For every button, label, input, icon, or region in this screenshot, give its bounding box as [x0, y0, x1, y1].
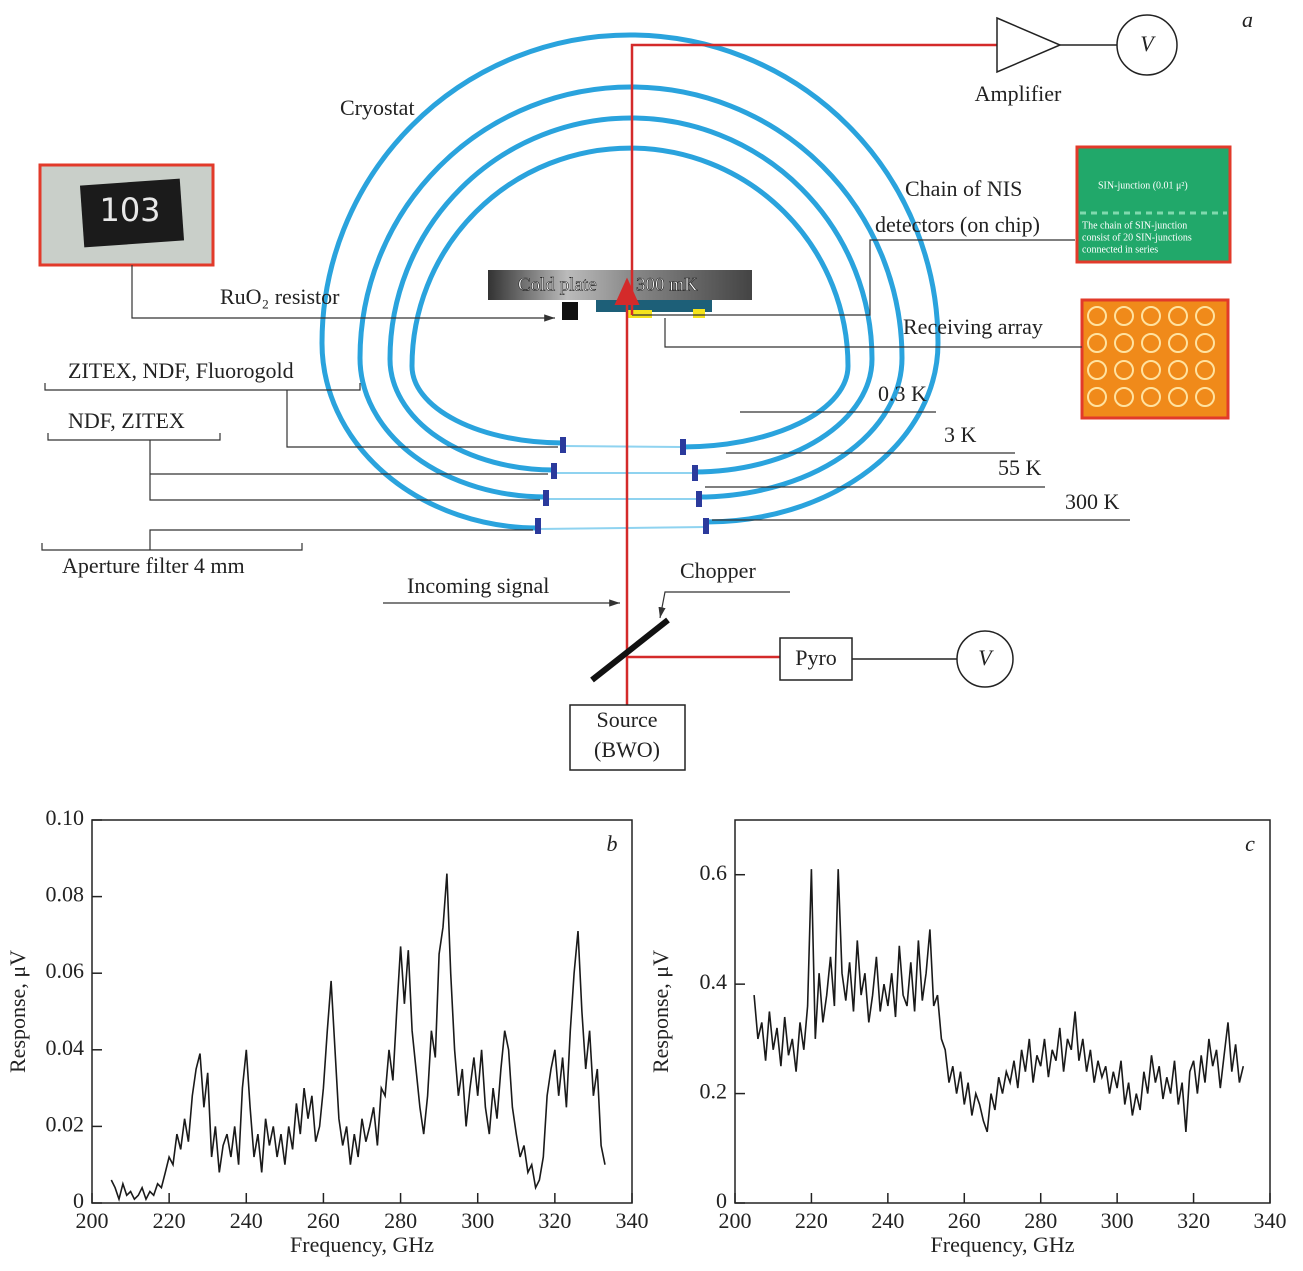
y-tick-label: 0 [716, 1188, 727, 1213]
nis-label: detectors (on chip) [875, 212, 1040, 237]
y-tick-label: 0.06 [46, 958, 85, 983]
leader [131, 265, 555, 322]
ring [387, 115, 875, 475]
ring [319, 32, 941, 531]
x-tick-label: 300 [1101, 1208, 1134, 1233]
chip-note: The chain of SIN-junction [1082, 220, 1187, 231]
plot-frame [734, 819, 1271, 1204]
panel-label: b [607, 831, 618, 856]
filters [535, 437, 709, 534]
array [693, 309, 705, 318]
cold-plate-label: Cold plate [518, 274, 597, 295]
amplifier [996, 16, 1062, 74]
windows [537, 445, 707, 530]
diagram: 0.3 K 3 K 55 K 300 K ZITEX, NDF, Fluorog… [38, 7, 1253, 771]
ring [357, 84, 905, 500]
x-tick-label: 340 [616, 1208, 649, 1233]
resistor-code: 103 [99, 191, 160, 229]
source-label: Source [596, 707, 657, 732]
resistor [562, 302, 578, 320]
x-tick-label: 280 [1024, 1208, 1057, 1233]
x-tick-label: 200 [719, 1208, 752, 1233]
x-tick-label: 300 [461, 1208, 494, 1233]
y-tick-label: 0 [73, 1188, 84, 1213]
voltmeter [1116, 14, 1178, 76]
leader [632, 239, 1075, 316]
chip-title: SIN-junction (0.01 μ²) [1098, 180, 1188, 191]
ring [409, 145, 851, 450]
x-axis-label: Frequency, GHz [931, 1232, 1075, 1257]
leader [658, 591, 790, 619]
filter-label: Aperture filter 4 mm [62, 553, 245, 578]
voltmeter [956, 630, 1014, 688]
voltmeter-label: V [978, 645, 994, 670]
x-tick-label: 320 [1177, 1208, 1210, 1233]
x-tick-label: 340 [1254, 1208, 1287, 1233]
x-tick-label: 260 [307, 1208, 340, 1233]
y-tick-label: 0.02 [46, 1111, 85, 1136]
y-tick-label: 0.4 [700, 969, 728, 994]
y-tick-label: 0.04 [46, 1035, 85, 1060]
y-tick-label: 0.08 [46, 882, 85, 907]
plot-frame [91, 819, 633, 1204]
voltmeter-label: V [1140, 31, 1156, 56]
pyro-label: Pyro [795, 645, 837, 670]
filter-label: ZITEX, NDF, Fluorogold [68, 358, 294, 383]
x-tick-label: 240 [230, 1208, 263, 1233]
cold-temp-label: 300 mK [636, 274, 698, 295]
x-tick-label: 220 [153, 1208, 186, 1233]
readout-line [630, 43, 997, 315]
stage-label: 300 K [1065, 489, 1120, 514]
leader [664, 318, 1082, 348]
y-tick-label: 0.10 [46, 805, 85, 830]
chopper [590, 617, 670, 683]
stage-label: 55 K [998, 455, 1042, 480]
resistor-body [79, 178, 185, 248]
charts: 0 0.02 0.04 0.06 0.08 0.10 200 220 240 260 280 300 3… [5, 805, 1286, 1257]
receiving-label: Receiving array [903, 314, 1043, 339]
y-tick-label: 0.6 [700, 860, 728, 885]
stage-label: 3 K [944, 422, 977, 447]
ruo2-label: RuO₂ resistor [220, 284, 340, 309]
panel-label: c [1245, 831, 1255, 856]
y-axis-label: Response, μV [648, 950, 673, 1073]
source-label: (BWO) [594, 737, 660, 762]
y-tick-label: 0.2 [700, 1079, 728, 1104]
array-pixels [1087, 306, 1215, 407]
x-tick-label: 220 [795, 1208, 828, 1233]
leader [41, 383, 558, 551]
stage-label: 0.3 K [878, 381, 927, 406]
pyro-box [779, 637, 853, 681]
x-tick-label: 280 [384, 1208, 417, 1233]
x-tick-label: 320 [538, 1208, 571, 1233]
y-axis-label: Response, μV [5, 950, 30, 1073]
panel-label: a [1242, 7, 1253, 32]
data-line [753, 869, 1245, 1133]
x-tick-label: 240 [871, 1208, 904, 1233]
x-tick-label: 260 [948, 1208, 981, 1233]
nis-label: Chain of NIS [905, 176, 1022, 201]
array [628, 310, 652, 318]
chip-note: consist of 20 SIN-junctions [1082, 232, 1192, 243]
nis-photo [1075, 145, 1232, 264]
source-box [569, 704, 686, 771]
chopper-label: Chopper [680, 558, 756, 583]
chip-note: connected in series [1082, 244, 1158, 255]
filter-label: NDF, ZITEX [68, 408, 185, 433]
array-photo [1080, 298, 1230, 420]
leader [705, 411, 1130, 521]
incoming-label: Incoming signal [407, 573, 549, 598]
data-line [110, 873, 606, 1203]
cryostat-label: Cryostat [340, 95, 415, 120]
x-axis-label: Frequency, GHz [290, 1232, 434, 1257]
amplifier-label: Amplifier [975, 81, 1062, 106]
x-tick-label: 200 [76, 1208, 109, 1233]
